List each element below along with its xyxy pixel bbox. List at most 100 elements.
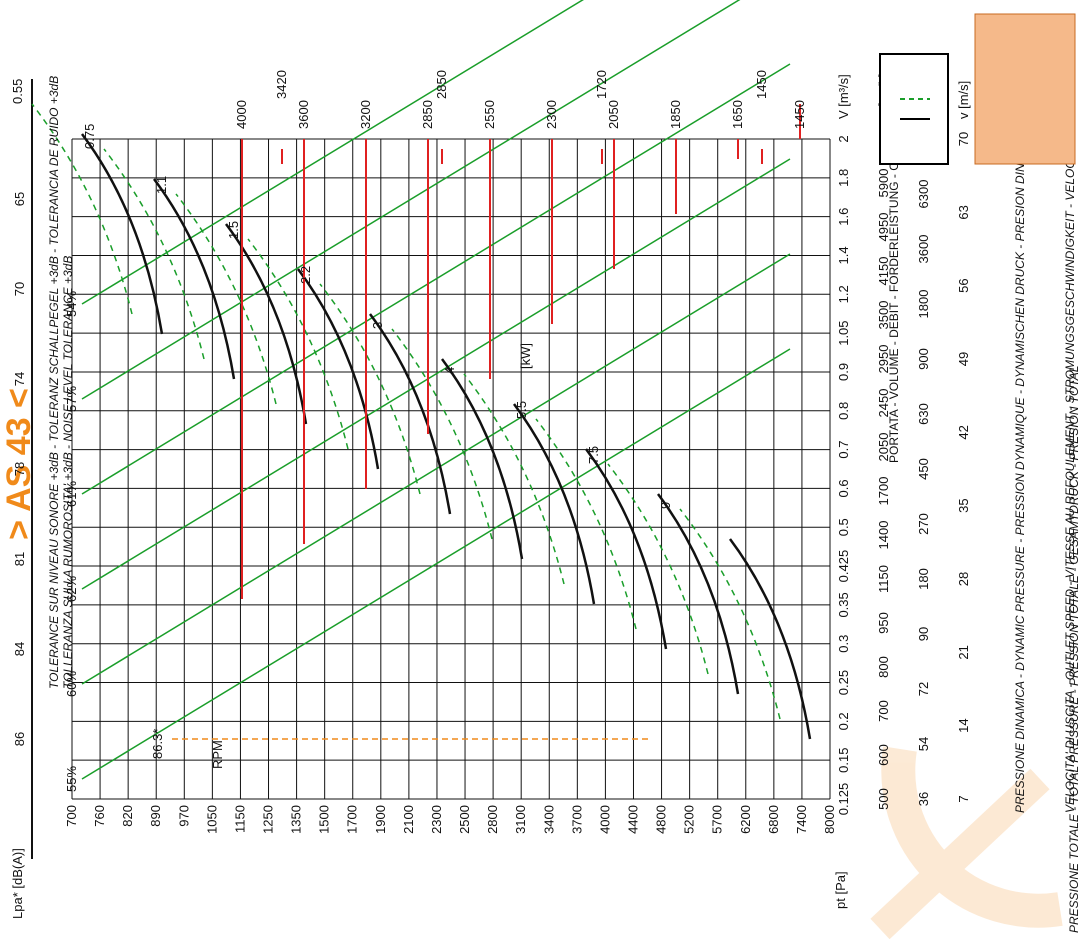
dynamic-pressure-tick-label: 1800 (916, 290, 931, 319)
efficiency-label: 62% (64, 576, 79, 602)
power-unit-label: [kW] (518, 343, 533, 369)
efficiency-line (81, 158, 791, 590)
efficiency-label: 60% (64, 671, 79, 697)
flow-tick-label-m3s: 0.9 (836, 363, 851, 381)
power-value-label: 2.2 (298, 266, 313, 284)
power-value-label: 4 (442, 367, 457, 374)
flow-tick-label-m3s: 1.8 (836, 169, 851, 187)
flow-tick-label-m3h: 4950 (876, 213, 891, 242)
power-curves (31, 103, 781, 720)
rpm-value-label: 2300 (544, 100, 559, 129)
power-value-label: 9 (658, 502, 673, 509)
power-value-label: 3 (370, 322, 385, 329)
efficiency-label: 57% (64, 386, 79, 412)
temperature-rpm-label: 1720 (594, 70, 609, 99)
pressure-tick-label: 6200 (738, 805, 753, 834)
outlet-speed-tick-label: 35 (956, 498, 971, 512)
outlet-speed-axis-title: VELOCITA' DI USCITA - OUTLET SPEED - VIT… (1063, 65, 1077, 813)
pressure-tick-label: 4000 (597, 805, 612, 834)
pressure-tick-label: 3400 (541, 805, 556, 834)
temperature-rpm-label: 1450 (754, 70, 769, 99)
flow-tick-label-m3s: 0.15 (836, 748, 851, 773)
rpm-value-label: 2550 (482, 100, 497, 129)
rpm-lines (241, 104, 801, 599)
pressure-curves (80, 133, 812, 740)
flow-tick-label-m3s: 0.3 (836, 635, 851, 653)
power-value-label: 5.5 (514, 401, 529, 419)
flow-tick-label-m3h: 700 (876, 700, 891, 722)
dynamic-pressure-tick-label: 36 (916, 792, 931, 806)
flow-tick-label-m3h: 2050 (876, 433, 891, 462)
temperature-table-frame (974, 13, 1076, 165)
noise-tick-label: 78 (12, 462, 27, 476)
outlet-speed-tick-label: 42 (956, 425, 971, 439)
pressure-tick-label: 1500 (317, 805, 332, 834)
noise-tick-label: 86 (12, 732, 27, 746)
pressure-tick-label: 6800 (766, 805, 781, 834)
flow-tick-label-m3s: 0.6 (836, 479, 851, 497)
rpm-value-label: 3200 (358, 100, 373, 129)
pressure-curve (80, 133, 164, 335)
dynamic-pressure-tick-label: 450 (916, 458, 931, 480)
outlet-speed-tick-label: 63 (956, 205, 971, 219)
pressure-tick-label: 700 (64, 805, 79, 827)
volume-axis-title: PORTATA - VOLUME - DEBIT - FORDERLEISTUN… (887, 122, 901, 463)
outlet-speed-tick-label: 14 (956, 718, 971, 732)
pressure-tick-label: 760 (92, 805, 107, 827)
pressure-curve (728, 538, 812, 740)
flow-tick-label-m3s: 1.4 (836, 246, 851, 264)
noise-tick-label: 74 (12, 372, 27, 386)
pressure-tick-label: 890 (148, 805, 163, 827)
flow-tick-label-m3s: 0.425 (836, 550, 851, 583)
temperature-rpm-label: 3420 (274, 70, 289, 99)
power-value-label: 7.5 (586, 446, 601, 464)
flow-tick-label-m3s: 0.8 (836, 402, 851, 420)
outlet-speed-axis-label: v [m/s] (956, 81, 971, 119)
pressure-tick-label: 5200 (682, 805, 697, 834)
dynamic-pressure-axis-title: PRESSIONE DINAMICA - DYNAMIC PRESSURE - … (1013, 125, 1027, 813)
dynamic-pressure-tick-label: 3600 (916, 235, 931, 264)
rpm-value-label: 2050 (606, 100, 621, 129)
pressure-tick-label: 5700 (710, 805, 725, 834)
flow-tick-label-m3h: 1700 (876, 477, 891, 506)
efficiency-label: 54% (64, 291, 79, 317)
pressure-tick-label: 2500 (457, 805, 472, 834)
flow-tick-label-m3h: 1150 (876, 565, 891, 593)
pressure-curve (440, 358, 524, 560)
pressure-tick-label: 1050 (204, 805, 219, 834)
pressure-tick-label: 2300 (429, 805, 444, 834)
pressure-tick-label: 3700 (569, 805, 584, 834)
flow-tick-label-m3h: 800 (876, 656, 891, 678)
flow-tick-label-m3s: 1.05 (836, 320, 851, 345)
outlet-speed-tick-label: 49 (956, 352, 971, 366)
efficiency-lines (81, 0, 791, 780)
legend (879, 53, 949, 165)
rpm-value-label: 1650 (730, 100, 745, 129)
pressure-tick-label: 1700 (345, 805, 360, 834)
noise-tick-label: 70 (12, 282, 27, 296)
flow-tick-label-m3h: 950 (876, 612, 891, 634)
temperature-table (974, 13, 1076, 165)
flow-tick-label-m3s: 1.2 (836, 285, 851, 303)
efficiency-line (81, 0, 791, 305)
flow-tick-label-m3s: 2 (836, 135, 851, 142)
dynamic-pressure-tick-label: 900 (916, 348, 931, 370)
flow-tick-label-m3s: 0.25 (836, 670, 851, 695)
power-value-label: 1.1 (154, 176, 169, 194)
pressure-tick-label: 820 (120, 805, 135, 827)
pressure-tick-label: 1350 (289, 805, 304, 834)
flow-tick-label-m3h: 600 (876, 744, 891, 766)
flow-axis-label-m3s: V [m³/s] (836, 74, 851, 119)
rpm-value-label: 1850 (668, 100, 683, 129)
efficiency-label: 55% (64, 766, 79, 792)
pressure-tick-label: 7400 (794, 805, 809, 834)
plot-grid (31, 79, 831, 859)
dynamic-pressure-tick-label: 90 (916, 627, 931, 641)
noise-axis-title: TOLERANCE SUR NIVEAU SONORE +3dB - TOLER… (47, 76, 61, 689)
pressure-tick-label: 970 (176, 805, 191, 827)
pressure-tick-label: 1900 (373, 805, 388, 834)
flow-tick-label-m3h: 3500 (876, 301, 891, 330)
power-value-label: 1.5 (226, 221, 241, 239)
pressure-tick-label: 3100 (513, 805, 528, 834)
power-value-label: 0.55 (10, 79, 25, 104)
